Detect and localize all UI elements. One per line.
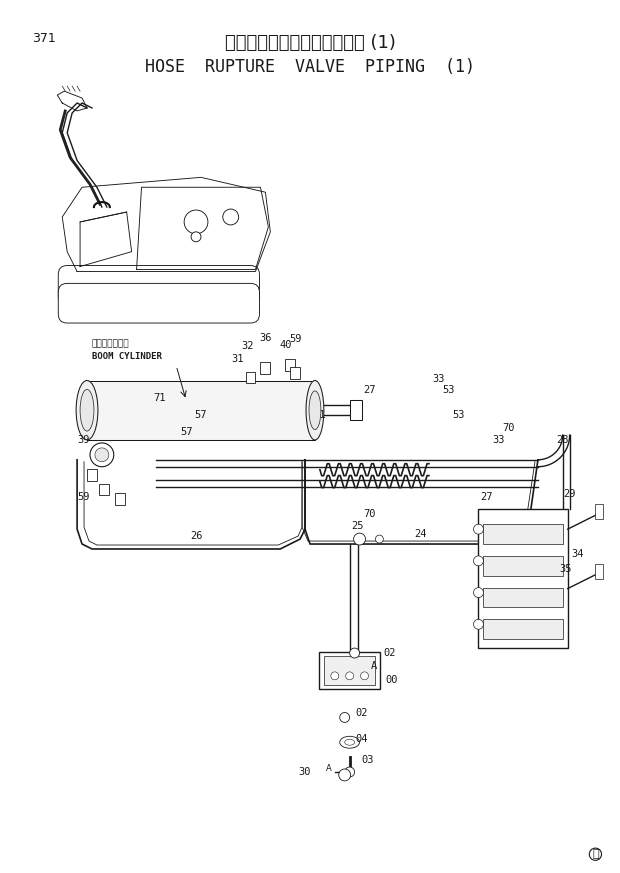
Text: 36: 36 (259, 333, 272, 343)
Circle shape (191, 232, 201, 242)
Ellipse shape (76, 381, 98, 440)
Bar (484, 556, 563, 575)
Text: 57: 57 (195, 410, 207, 420)
Ellipse shape (345, 739, 355, 746)
Text: 25: 25 (352, 521, 364, 531)
Circle shape (331, 672, 339, 680)
Circle shape (223, 209, 239, 225)
Text: 70: 70 (502, 423, 515, 433)
Bar (484, 619, 563, 639)
Bar (350, 401, 361, 420)
Text: 70: 70 (363, 509, 376, 519)
Bar (246, 372, 255, 383)
Text: 27: 27 (480, 492, 493, 503)
Text: 53: 53 (453, 410, 465, 420)
Ellipse shape (309, 391, 321, 430)
Text: Ⓜ: Ⓜ (592, 849, 599, 859)
Circle shape (90, 443, 114, 467)
Text: 71: 71 (153, 394, 166, 403)
Bar (99, 484, 109, 496)
Text: 40: 40 (279, 340, 291, 350)
Circle shape (361, 672, 368, 680)
Text: ブームシリンダ: ブームシリンダ (92, 340, 130, 349)
Circle shape (474, 556, 484, 566)
Text: 26: 26 (190, 531, 202, 541)
Text: 33: 33 (433, 374, 445, 383)
Circle shape (340, 712, 350, 723)
Bar (484, 588, 563, 608)
Text: 04: 04 (355, 734, 368, 745)
Circle shape (350, 648, 360, 658)
Bar (595, 505, 603, 519)
Circle shape (474, 588, 484, 597)
Circle shape (474, 619, 484, 629)
Text: 03: 03 (361, 755, 374, 765)
Bar (87, 469, 97, 481)
Text: 59: 59 (289, 333, 301, 344)
Text: A: A (371, 661, 378, 671)
Text: 39: 39 (78, 435, 91, 445)
Text: 29: 29 (564, 490, 576, 499)
Circle shape (339, 769, 351, 780)
Bar (479, 509, 568, 648)
FancyBboxPatch shape (324, 656, 375, 684)
Bar (87, 381, 315, 440)
Text: 53: 53 (443, 385, 455, 395)
Text: BOOM CYLINDER: BOOM CYLINDER (92, 352, 162, 361)
Text: 31: 31 (231, 354, 244, 364)
Circle shape (353, 533, 366, 545)
Text: 02: 02 (355, 709, 368, 718)
Text: 59: 59 (78, 492, 91, 503)
Bar (260, 361, 270, 374)
Text: 02: 02 (383, 648, 396, 658)
Text: 28: 28 (557, 435, 569, 445)
Circle shape (95, 448, 109, 462)
Bar (290, 367, 300, 379)
FancyBboxPatch shape (58, 284, 259, 323)
Text: 32: 32 (241, 340, 254, 351)
Bar (484, 524, 563, 544)
Ellipse shape (340, 736, 360, 748)
Text: 27: 27 (363, 385, 376, 395)
Circle shape (345, 767, 355, 777)
Circle shape (184, 210, 208, 234)
FancyBboxPatch shape (58, 265, 259, 306)
Text: 35: 35 (559, 564, 572, 574)
Text: 24: 24 (415, 529, 427, 540)
Text: 57: 57 (180, 427, 192, 437)
Bar (115, 493, 125, 505)
Text: 00: 00 (385, 675, 397, 684)
Circle shape (346, 672, 353, 680)
Circle shape (375, 535, 383, 543)
FancyBboxPatch shape (319, 652, 380, 689)
Text: 34: 34 (572, 549, 584, 559)
Ellipse shape (80, 389, 94, 431)
Text: 371: 371 (32, 31, 56, 45)
Text: 30: 30 (299, 767, 311, 777)
Text: ホースラプチャーバルブ配管 (1): ホースラプチャーバルブ配管 (1) (224, 34, 396, 52)
Text: 71: 71 (314, 410, 326, 420)
Text: 33: 33 (492, 435, 505, 445)
Bar (285, 359, 295, 371)
Text: A: A (326, 765, 332, 773)
Ellipse shape (306, 381, 324, 440)
Bar (595, 564, 603, 579)
Text: HOSE  RUPTURE  VALVE  PIPING  (1): HOSE RUPTURE VALVE PIPING (1) (145, 58, 475, 77)
Circle shape (474, 524, 484, 534)
